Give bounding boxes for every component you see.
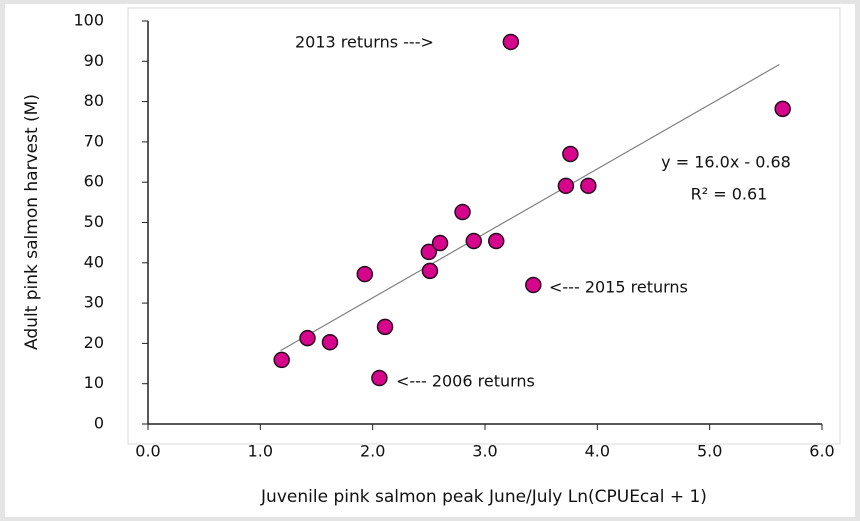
point (321, 333, 339, 351)
x-axis-title: Juvenile pink salmon peak June/July Ln(C… (260, 487, 707, 507)
point (562, 145, 579, 163)
point (487, 232, 505, 250)
annotation: <--- 2006 returns (396, 372, 535, 391)
y-tick-label: 0 (94, 414, 104, 433)
point (557, 177, 575, 195)
annotation: 2013 returns ---> (295, 33, 434, 52)
point (431, 234, 449, 252)
point (421, 262, 439, 280)
y-tick-label: 30 (84, 293, 104, 312)
point (299, 329, 316, 347)
annotation: R² = 0.61 (691, 185, 768, 204)
x-tick-label: 1.0 (248, 442, 273, 461)
x-tick-label: 6.0 (809, 442, 834, 461)
y-tick-label: 80 (84, 91, 104, 110)
x-tick-label: 0.0 (135, 442, 160, 461)
point (420, 243, 438, 261)
y-tick-label: 40 (84, 252, 104, 271)
y-tick-label: 20 (84, 333, 104, 352)
y-tick-label: 70 (84, 131, 104, 150)
x-tick-label: 4.0 (585, 442, 610, 461)
y-tick-label: 100 (73, 11, 104, 30)
y-tick-label: 60 (84, 172, 104, 191)
point (774, 100, 791, 118)
y-tick-label: 50 (84, 212, 104, 231)
point (502, 33, 520, 51)
x-tick-label: 2.0 (360, 442, 385, 461)
annotation: y = 16.0x - 0.68 (661, 153, 791, 172)
y-tick-label: 10 (84, 373, 104, 392)
y-axis-title: Adult pink salmon harvest (M) (22, 94, 42, 350)
point (356, 265, 374, 283)
point (465, 232, 483, 250)
point (273, 351, 290, 369)
plot-area (127, 7, 841, 445)
trendline (280, 64, 780, 352)
point (371, 369, 388, 387)
point (525, 276, 542, 294)
point (580, 177, 597, 195)
point (454, 203, 471, 221)
x-tick-label: 5.0 (697, 442, 722, 461)
point (376, 318, 394, 336)
x-tick-label: 3.0 (472, 442, 497, 461)
annotation: <--- 2015 returns (549, 278, 688, 297)
y-tick-label: 90 (84, 51, 104, 70)
